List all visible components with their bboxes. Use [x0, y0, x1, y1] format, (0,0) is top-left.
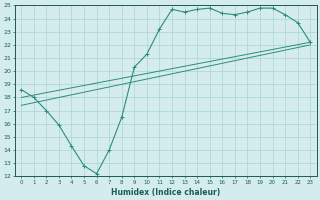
X-axis label: Humidex (Indice chaleur): Humidex (Indice chaleur) — [111, 188, 220, 197]
